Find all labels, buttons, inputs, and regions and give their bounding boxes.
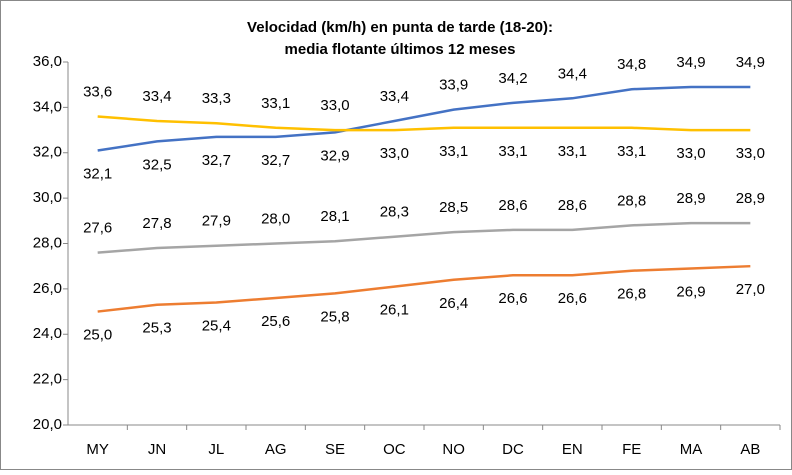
data-label: 26,6 [498,290,527,307]
x-tick-label: SE [325,441,345,458]
data-label: 25,6 [261,313,290,330]
x-tick-label: MY [86,441,109,458]
data-label: 34,9 [676,54,705,71]
x-tick-label: OC [383,441,406,458]
data-label: 34,2 [498,70,527,87]
data-label: 28,0 [261,210,290,227]
y-tick-label: 30,0 [33,189,62,206]
data-label: 33,1 [617,143,646,160]
data-label: 25,0 [83,327,112,344]
y-tick-label: 20,0 [33,416,62,433]
x-tick-label: AB [740,441,760,458]
y-tick-label: 28,0 [33,234,62,251]
data-label: 34,4 [558,65,587,82]
data-label: 33,3 [202,90,231,107]
data-label: 33,0 [736,145,765,162]
data-label: 33,1 [558,143,587,160]
data-label: 32,5 [142,156,171,173]
data-label: 33,4 [380,88,409,105]
data-label: 34,8 [617,56,646,73]
data-label: 32,7 [202,152,231,169]
data-label: 32,9 [320,147,349,164]
x-tick-label: DC [502,441,524,458]
data-label: 25,4 [202,317,231,334]
data-label: 33,1 [498,143,527,160]
data-label: 34,9 [736,54,765,71]
data-label: 25,8 [320,308,349,325]
data-label: 33,0 [676,145,705,162]
x-tick-label: JL [208,441,224,458]
data-label: 33,6 [83,83,112,100]
x-tick-label: AG [265,441,287,458]
x-tick-label: MA [680,441,703,458]
data-label: 26,6 [558,290,587,307]
data-label: 32,1 [83,165,112,182]
series-line [97,221,751,254]
data-label: 33,9 [439,77,468,94]
y-tick-label: 26,0 [33,280,62,297]
data-label: 27,9 [202,213,231,230]
x-tick-label: JN [148,441,166,458]
series-line [97,115,751,132]
data-label: 28,9 [736,190,765,207]
x-tick-label: EN [562,441,583,458]
data-label: 33,0 [380,145,409,162]
data-label: 28,1 [320,208,349,225]
data-label: 28,3 [380,204,409,221]
data-label: 28,5 [439,199,468,216]
data-label: 28,6 [498,197,527,214]
data-label: 33,1 [261,95,290,112]
data-label: 27,6 [83,220,112,237]
data-label: 32,7 [261,152,290,169]
data-label: 26,1 [380,302,409,319]
data-label: 26,8 [617,286,646,303]
chart-title: Velocidad (km/h) en punta de tarde (18-2… [247,19,553,36]
data-label: 33,1 [439,143,468,160]
chart-subtitle: media flotante últimos 12 meses [285,41,516,58]
data-label: 26,9 [676,283,705,300]
data-label: 28,6 [558,197,587,214]
x-tick-label: FE [622,441,641,458]
data-label: 26,4 [439,295,468,312]
x-tick-label: NO [442,441,465,458]
y-tick-label: 34,0 [33,98,62,115]
y-tick-label: 36,0 [33,53,62,70]
data-label: 33,4 [142,88,171,105]
data-label: 33,0 [320,97,349,114]
y-tick-label: 24,0 [33,325,62,342]
series-line [97,85,751,152]
data-label: 27,8 [142,215,171,232]
series-line [97,264,751,313]
data-label: 27,0 [736,281,765,298]
y-tick-label: 22,0 [33,371,62,388]
data-label: 25,3 [142,320,171,337]
data-label: 28,8 [617,192,646,209]
y-tick-label: 32,0 [33,144,62,161]
data-label: 28,9 [676,190,705,207]
